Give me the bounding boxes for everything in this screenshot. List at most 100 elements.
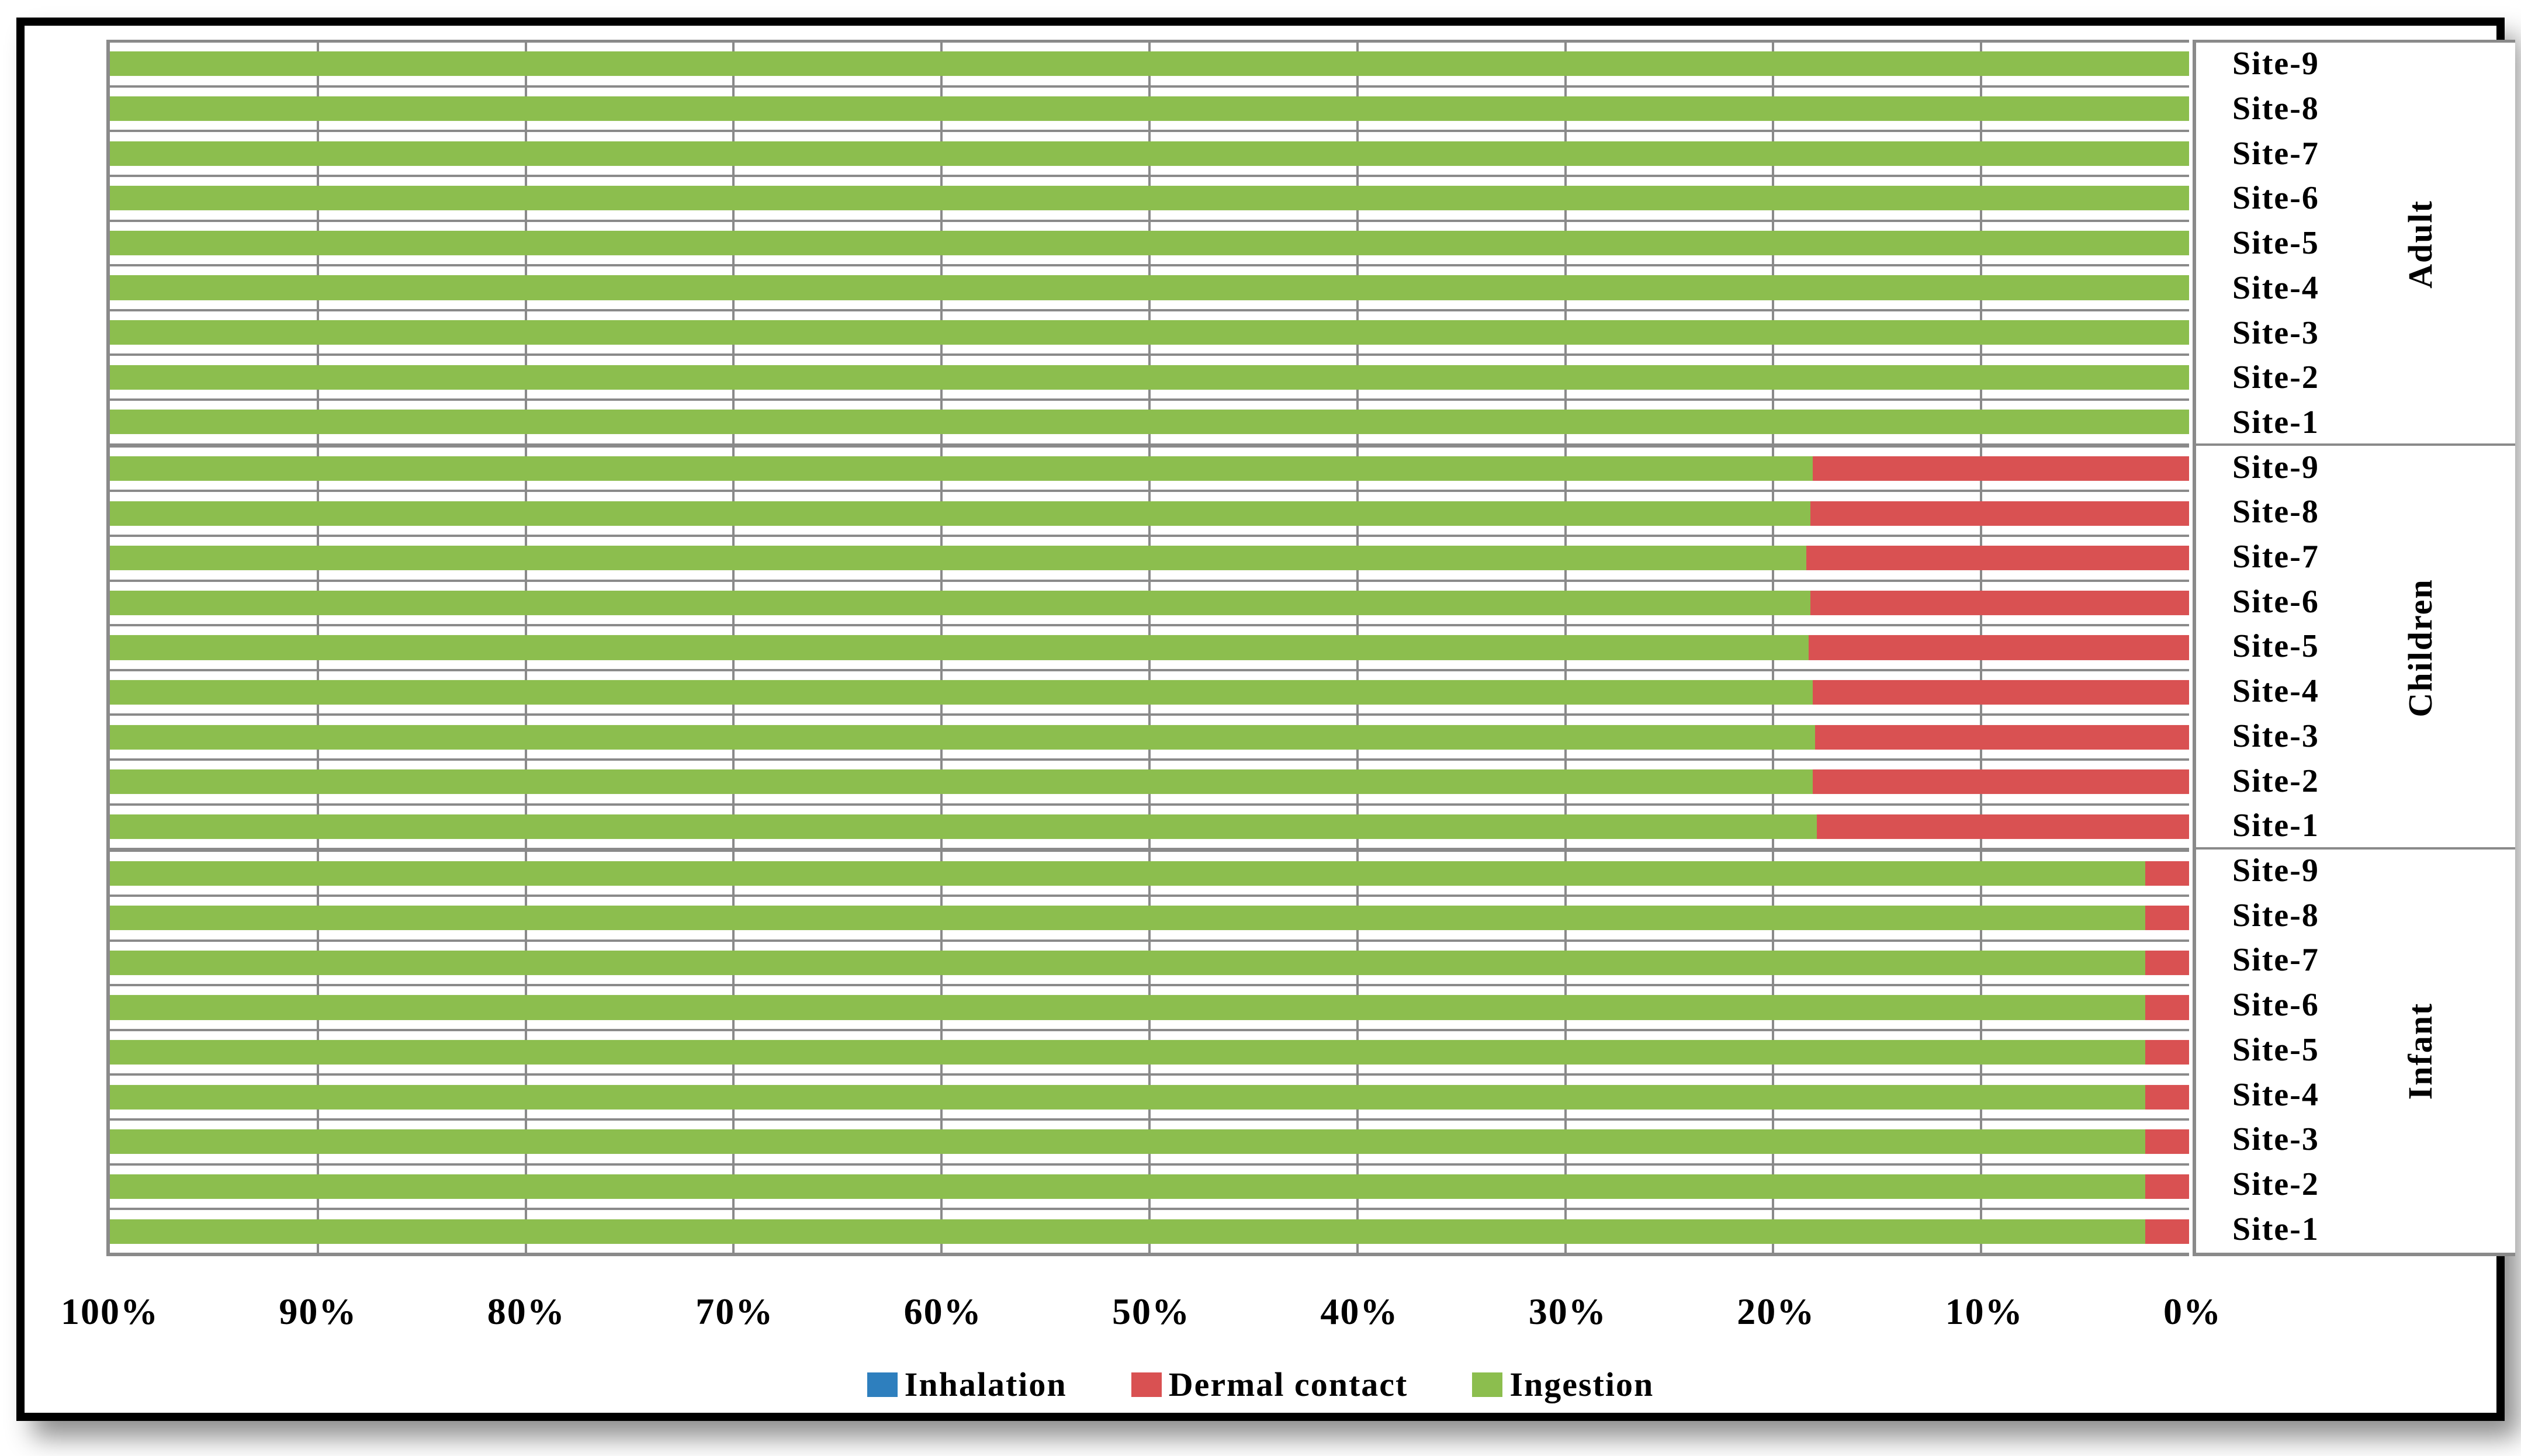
bar-row xyxy=(110,448,2189,493)
bar-segment-dermal-contact xyxy=(1810,590,2189,615)
category-row: Site-4 xyxy=(2196,1073,2515,1118)
stacked-bar xyxy=(110,365,2189,390)
bar-segment-ingestion xyxy=(110,995,2146,1020)
bar-segment-ingestion xyxy=(110,275,2189,300)
bar-segment-dermal-contact xyxy=(2145,1174,2189,1199)
stacked-bar xyxy=(110,590,2189,615)
bar-segment-ingestion xyxy=(110,546,1807,571)
category-row: Site-2 xyxy=(2196,1163,2515,1208)
category-row: Site-9 xyxy=(2196,446,2515,491)
category-rows: Site-9 Site-8 Site-7 Site-6 Site-5 Site-4 Site… xyxy=(2196,43,2515,1253)
site-label: Site-7 xyxy=(2232,942,2319,979)
category-row: Site-3 xyxy=(2196,715,2515,760)
stacked-bar xyxy=(110,96,2189,121)
bar-segment-dermal-contact xyxy=(1813,456,2189,481)
stacked-bar xyxy=(110,230,2189,255)
site-label: Site-9 xyxy=(2232,852,2319,889)
site-label: Site-3 xyxy=(2232,1121,2319,1158)
plot-rows xyxy=(110,43,2189,1253)
category-row: Site-4 xyxy=(2196,670,2515,715)
bar-segment-ingestion xyxy=(110,906,2146,931)
legend-swatch-dermal-contact xyxy=(1131,1372,1162,1397)
bar-segment-ingestion xyxy=(110,950,2146,975)
bar-segment-ingestion xyxy=(110,96,2189,121)
site-label: Site-5 xyxy=(2232,628,2319,665)
category-row: Site-6 xyxy=(2196,984,2515,1029)
category-row: Site-2 xyxy=(2196,760,2515,805)
bar-row xyxy=(110,1121,2189,1166)
stacked-bar xyxy=(110,680,2189,705)
site-label: Site-5 xyxy=(2232,225,2319,262)
bar-segment-ingestion xyxy=(110,1084,2146,1110)
x-tick-label: 40% xyxy=(1320,1291,1399,1332)
category-row: Site-5 xyxy=(2196,222,2515,267)
stacked-bar xyxy=(110,456,2189,481)
stacked-bar xyxy=(110,546,2189,571)
bar-segment-ingestion xyxy=(110,456,1813,481)
bar-row xyxy=(110,897,2189,942)
bar-row xyxy=(110,582,2189,627)
stacked-bar xyxy=(110,861,2189,886)
category-row: Site-7 xyxy=(2196,132,2515,177)
stacked-bar xyxy=(110,186,2189,211)
x-tick-label: 30% xyxy=(1528,1291,1607,1332)
site-label: Site-2 xyxy=(2232,359,2319,396)
site-label: Site-9 xyxy=(2232,46,2319,82)
bar-segment-ingestion xyxy=(110,51,2189,77)
legend-label: Ingestion xyxy=(1509,1365,1654,1403)
site-label: Site-4 xyxy=(2232,269,2319,306)
bar-row xyxy=(110,942,2189,987)
bar-segment-dermal-contact xyxy=(2145,906,2189,931)
bar-segment-ingestion xyxy=(110,861,2146,886)
x-tick-label: 80% xyxy=(487,1291,566,1332)
stacked-bar xyxy=(110,410,2189,435)
x-axis: 100% 90% 80% 70% 60% 50% 40% 30% 20% 10% 0% xyxy=(61,1282,2221,1340)
legend-label: Inhalation xyxy=(904,1365,1067,1403)
bar-segment-dermal-contact xyxy=(2145,1084,2189,1110)
stacked-bar xyxy=(110,141,2189,166)
bar-row xyxy=(110,492,2189,537)
x-tick-label: 60% xyxy=(903,1291,982,1332)
legend-swatch-ingestion xyxy=(1472,1372,1503,1397)
legend-swatch-inhalation xyxy=(867,1372,898,1397)
site-label: Site-2 xyxy=(2232,1166,2319,1202)
bar-segment-dermal-contact xyxy=(2145,995,2189,1020)
site-label: Site-8 xyxy=(2232,494,2319,531)
group-label-children: Children xyxy=(2401,578,2439,717)
bar-segment-ingestion xyxy=(110,141,2189,166)
stacked-bar xyxy=(110,1084,2189,1110)
bar-row xyxy=(110,132,2189,177)
bar-row xyxy=(110,177,2189,222)
stacked-bar xyxy=(110,1129,2189,1155)
chart-inner-area: Site-9 Site-8 Site-7 Site-6 Site-5 Site-4 Site… xyxy=(25,26,2515,1413)
stacked-bar xyxy=(110,769,2189,795)
category-row: Site-1 xyxy=(2196,401,2515,446)
site-label: Site-3 xyxy=(2232,717,2319,754)
site-label: Site-5 xyxy=(2232,1031,2319,1068)
stacked-bar xyxy=(110,1174,2189,1199)
legend-item: Ingestion xyxy=(1472,1365,1654,1404)
bar-segment-ingestion xyxy=(110,1040,2146,1065)
bar-segment-ingestion xyxy=(110,680,1813,705)
stacked-bar xyxy=(110,320,2189,345)
bar-segment-dermal-contact xyxy=(2145,1040,2189,1065)
stacked-bar xyxy=(110,724,2189,750)
bar-row xyxy=(110,88,2189,133)
bar-row xyxy=(110,761,2189,806)
bar-segment-ingestion xyxy=(110,230,2189,255)
bar-segment-ingestion xyxy=(110,186,2189,211)
site-label: Site-1 xyxy=(2232,807,2319,844)
bar-segment-dermal-contact xyxy=(1806,546,2189,571)
stacked-bar xyxy=(110,275,2189,300)
bar-segment-dermal-contact xyxy=(1813,769,2189,795)
category-row: Site-3 xyxy=(2196,311,2515,356)
stacked-bar xyxy=(110,814,2189,839)
site-label: Site-8 xyxy=(2232,897,2319,934)
legend-item: Inhalation xyxy=(867,1365,1067,1404)
bar-row xyxy=(110,537,2189,582)
bar-row xyxy=(110,1076,2189,1121)
group-label-adult: Adult xyxy=(2401,200,2439,289)
stacked-bar xyxy=(110,1219,2189,1244)
x-tick-label: 90% xyxy=(279,1291,358,1332)
stacked-bar xyxy=(110,635,2189,660)
